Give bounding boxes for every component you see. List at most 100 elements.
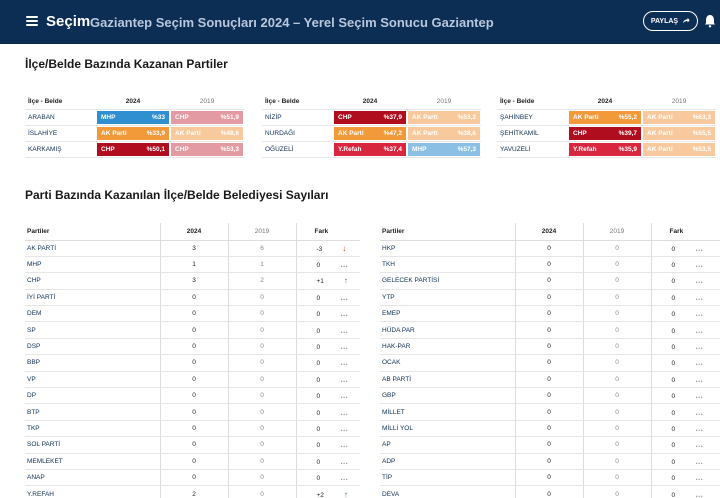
- district-row[interactable]: ŞEHİTKAMİL CHP %39,7 AK Parti %55,5: [497, 125, 716, 142]
- district-row[interactable]: ŞAHİNBEY AK Parti %55,2 AK Parti %63,3: [497, 109, 716, 126]
- party-diff: 0…: [295, 354, 360, 372]
- party-name[interactable]: HAK-PAR: [380, 338, 515, 356]
- district-row[interactable]: KARKAMIŞ CHP %50,1 CHP %53,3: [25, 141, 244, 158]
- share-button[interactable]: PAYLAŞ: [643, 11, 698, 31]
- party-name[interactable]: MİLLİ YOL: [380, 420, 515, 438]
- party-row[interactable]: ADP 0 0 0…: [380, 453, 720, 470]
- party-name[interactable]: AB PARTİ: [380, 371, 515, 389]
- party-row[interactable]: DEVA 0 0 0…: [380, 485, 720, 498]
- party-row[interactable]: ANAP 0 0 0…: [25, 469, 360, 487]
- party-name[interactable]: ADP: [380, 453, 515, 470]
- party-name[interactable]: AP: [380, 436, 515, 454]
- winner-19-cell: AK Parti %38,6: [407, 125, 481, 142]
- district-name[interactable]: OĞUZELİ: [262, 141, 333, 158]
- party-name[interactable]: SP: [25, 321, 160, 339]
- party-row[interactable]: MİLLET 0 0 0…: [380, 403, 720, 421]
- party-row[interactable]: MİLLİ YOL 0 0 0…: [380, 420, 720, 438]
- party-name[interactable]: EMEP: [380, 305, 515, 323]
- party-name[interactable]: SOL PARTİ: [25, 436, 160, 454]
- party-row[interactable]: VP 0 0 0…: [25, 371, 360, 389]
- trend-flat-icon: …: [340, 260, 349, 270]
- party-row[interactable]: AB PARTİ 0 0 0…: [380, 371, 720, 389]
- party-row[interactable]: TKP 0 0 0…: [25, 420, 360, 438]
- party-name[interactable]: BBP: [25, 354, 160, 372]
- party-name[interactable]: ANAP: [25, 469, 160, 487]
- party-name[interactable]: BTP: [25, 403, 160, 421]
- party-row[interactable]: SP 0 0 0…: [25, 321, 360, 339]
- district-row[interactable]: OĞUZELİ Y.Refah %37,4 MHP %57,3: [262, 141, 481, 158]
- district-row[interactable]: İSLAHİYE AK Parti %33,9 AK Parti %48,6: [25, 125, 244, 142]
- district-name[interactable]: NİZİP: [262, 109, 333, 126]
- party-row[interactable]: YTP 0 0 0…: [380, 289, 720, 307]
- trend-flat-icon: …: [695, 391, 704, 401]
- hamburger-menu-icon[interactable]: [26, 16, 38, 26]
- party-name[interactable]: DP: [25, 387, 160, 405]
- party-name[interactable]: TKH: [380, 256, 515, 274]
- notification-bell-icon[interactable]: [704, 14, 716, 28]
- party-2019-count: 0: [227, 485, 296, 498]
- party-diff: 0…: [650, 354, 720, 372]
- party-name[interactable]: DSP: [25, 338, 160, 356]
- district-name[interactable]: KARKAMIŞ: [25, 141, 96, 158]
- party-row[interactable]: EMEP 0 0 0…: [380, 305, 720, 323]
- party-row[interactable]: BBP 0 0 0…: [25, 354, 360, 372]
- party-row[interactable]: DP 0 0 0…: [25, 387, 360, 405]
- party-name[interactable]: TKP: [25, 420, 160, 438]
- party-row[interactable]: TKH 0 0 0…: [380, 256, 720, 274]
- district-row[interactable]: NİZİP CHP %37,9 AK Parti %53,2: [262, 109, 481, 126]
- party-name[interactable]: GBP: [380, 387, 515, 405]
- party-diff: 0…: [295, 305, 360, 323]
- party-row[interactable]: DSP 0 0 0…: [25, 338, 360, 356]
- district-name[interactable]: ARABAN: [25, 109, 96, 126]
- party-name[interactable]: GELECEK PARTİSİ: [380, 272, 515, 290]
- party-column-header: Partiler: [25, 223, 160, 241]
- party-row[interactable]: MEMLEKET 0 0 0…: [25, 453, 360, 470]
- winner-party-name: AK Parti: [573, 114, 599, 121]
- party-2024-count: 0: [514, 338, 583, 356]
- brand-logo[interactable]: Seçim: [46, 13, 91, 30]
- party-row[interactable]: GELECEK PARTİSİ 0 0 0…: [380, 272, 720, 290]
- party-name[interactable]: HÜDA PAR: [380, 321, 515, 339]
- party-name[interactable]: DEM: [25, 305, 160, 323]
- party-row[interactable]: AK PARTİ 3 6 -3 ↓: [25, 240, 360, 257]
- district-name[interactable]: İSLAHİYE: [25, 125, 96, 142]
- district-row[interactable]: ARABAN MHP %33 CHP %51,9: [25, 109, 244, 126]
- party-row[interactable]: HAK-PAR 0 0 0…: [380, 338, 720, 356]
- party-row[interactable]: SOL PARTİ 0 0 0…: [25, 436, 360, 454]
- district-column-header: İlçe - Belde: [262, 94, 333, 110]
- party-row[interactable]: TİP 0 0 0…: [380, 469, 720, 487]
- party-name[interactable]: CHP: [25, 272, 160, 290]
- party-row[interactable]: MHP 1 1 0…: [25, 256, 360, 274]
- party-name[interactable]: MHP: [25, 256, 160, 274]
- district-name[interactable]: NURDAĞI: [262, 125, 333, 142]
- party-row[interactable]: HÜDA PAR 0 0 0…: [380, 321, 720, 339]
- party-row[interactable]: AP 0 0 0…: [380, 436, 720, 454]
- party-row[interactable]: CHP 3 2 +1 ↑: [25, 272, 360, 290]
- party-row[interactable]: GBP 0 0 0…: [380, 387, 720, 405]
- party-row[interactable]: İYİ PARTİ 0 0 0…: [25, 289, 360, 307]
- party-row[interactable]: OCAK 0 0 0…: [380, 354, 720, 372]
- party-row[interactable]: DEM 0 0 0…: [25, 305, 360, 323]
- party-name[interactable]: HKP: [380, 240, 515, 257]
- party-row[interactable]: HKP 0 0 0…: [380, 240, 720, 257]
- district-name[interactable]: ŞAHİNBEY: [497, 109, 568, 126]
- district-row[interactable]: NURDAĞI AK Parti %47,2 AK Parti %38,6: [262, 125, 481, 142]
- party-2024-count: 0: [159, 387, 228, 405]
- district-name[interactable]: ŞEHİTKAMİL: [497, 125, 568, 142]
- party-name[interactable]: DEVA: [380, 485, 515, 498]
- party-name[interactable]: OCAK: [380, 354, 515, 372]
- party-name[interactable]: MİLLET: [380, 403, 515, 421]
- district-name[interactable]: YAVUZELİ: [497, 141, 568, 158]
- trend-flat-icon: …: [695, 423, 704, 433]
- party-diff: 0…: [650, 485, 720, 498]
- party-name[interactable]: YTP: [380, 289, 515, 307]
- party-name[interactable]: VP: [25, 371, 160, 389]
- party-name[interactable]: Y.REFAH: [25, 485, 160, 498]
- party-name[interactable]: TİP: [380, 469, 515, 487]
- party-name[interactable]: AK PARTİ: [25, 240, 160, 257]
- party-row[interactable]: Y.REFAH 2 0 +2 ↑: [25, 485, 360, 498]
- party-name[interactable]: İYİ PARTİ: [25, 289, 160, 307]
- party-row[interactable]: BTP 0 0 0…: [25, 403, 360, 421]
- party-name[interactable]: MEMLEKET: [25, 453, 160, 470]
- district-row[interactable]: YAVUZELİ Y.Refah %35,9 AK Parti %53,5: [497, 141, 716, 158]
